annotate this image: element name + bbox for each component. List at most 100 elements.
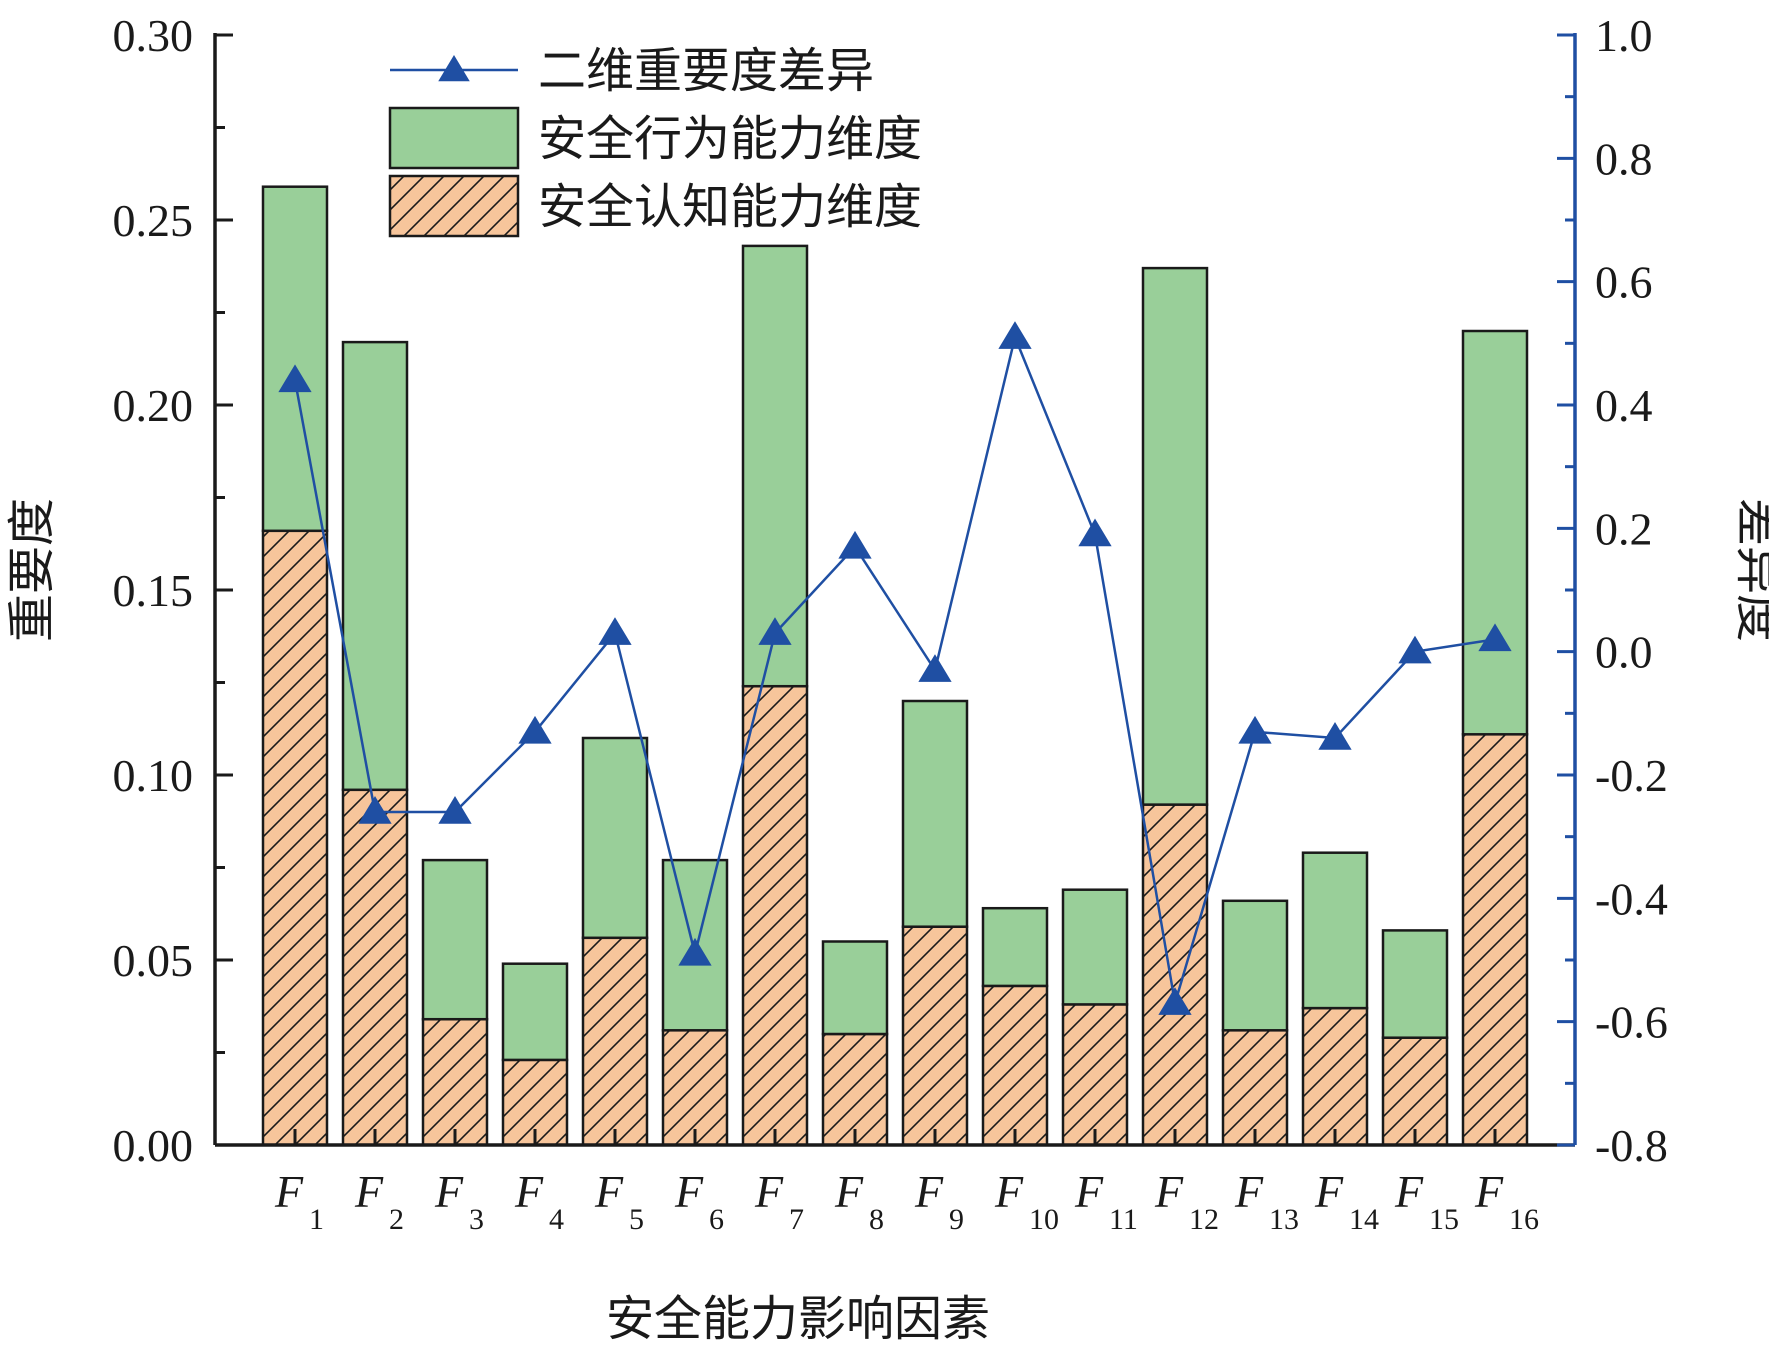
bar-behavior-f9 [901,699,969,928]
right-tick-label: 0.6 [1595,257,1653,308]
legend-swatch-box [388,174,520,238]
right-tick-label: 0.0 [1595,627,1653,678]
x-tick-label-f5: F [594,1166,624,1217]
bar-behavior-f4 [501,962,569,1062]
right-tick-label: 0.2 [1595,503,1653,554]
x-tick-label-sub: 4 [549,1203,564,1236]
bar-behavior-f15 [1381,929,1449,1039]
legend-label: 二维重要度差异 [538,43,874,99]
x-tick-label-f12: F [1154,1166,1184,1217]
right-tick-label: -0.2 [1595,750,1668,801]
difference-marker-f6 [678,937,712,966]
left-axis-title: 重要度 [4,498,60,642]
bar-cognitive-f11 [1061,1003,1129,1147]
legend-label: 安全行为能力维度 [538,111,922,167]
legend-swatch-box [388,106,520,170]
bar-behavior-f2 [341,340,409,792]
x-tick-label-f15: F [1394,1166,1424,1217]
right-tick-label: -0.4 [1595,873,1668,924]
left-tick-label: 0.10 [113,750,194,801]
x-tick-label-sub: 15 [1429,1203,1459,1236]
right-tick-label: 0.8 [1595,133,1653,184]
x-tick-label-f10: F [994,1166,1024,1217]
left-tick-label: 0.00 [113,1120,194,1171]
left-tick-label: 0.05 [113,935,194,986]
bar-behavior-f7 [741,244,809,688]
left-tick-label: 0.20 [113,380,194,431]
x-tick-label-sub: 5 [629,1203,644,1236]
x-tick-label-sub: 6 [709,1203,724,1236]
difference-marker-f16 [1478,623,1512,652]
x-tick-label-f6: F [674,1166,704,1217]
bars-layer [261,185,1529,1147]
difference-marker-f14 [1318,722,1352,750]
difference-marker-f7 [758,617,792,645]
right-tick-label: -0.6 [1595,997,1668,1048]
right-tick-label: 0.4 [1595,380,1653,431]
left-tick-label: 0.30 [113,10,194,61]
x-tick-label-f16: F [1474,1166,1504,1217]
x-tick-label-sub: 13 [1269,1203,1299,1236]
x-tick-label-f4: F [514,1166,544,1217]
bar-cognitive-f12 [1141,803,1209,1147]
bar-cognitive-f2 [341,788,409,1147]
bar-behavior-f13 [1221,899,1289,1032]
bar-behavior-f12 [1141,266,1209,806]
bar-cognitive-f13 [1221,1029,1289,1147]
difference-marker-f10 [998,321,1032,349]
bar-behavior-f1 [261,185,329,533]
difference-marker-f13 [1238,715,1272,744]
right-axis-title: 差异度 [1730,498,1769,642]
x-tick-label-f14: F [1314,1166,1344,1217]
bar-behavior-f8 [821,940,889,1036]
x-tick-label-f13: F [1234,1166,1264,1217]
x-tick-label-f7: F [754,1166,784,1217]
bar-behavior-f14 [1301,851,1369,1010]
difference-marker-f11 [1078,518,1112,547]
bar-cognitive-f6 [661,1029,729,1147]
right-tick-label: 1.0 [1595,10,1653,61]
x-tick-label-f1: F [274,1166,304,1217]
bar-behavior-f3 [421,858,489,1021]
bar-cognitive-f8 [821,1032,889,1147]
difference-marker-f1 [278,364,312,393]
x-tick-label-sub: 16 [1509,1203,1539,1236]
bar-cognitive-f16 [1461,733,1529,1147]
difference-marker-f15 [1398,635,1432,664]
bar-cognitive-f9 [901,925,969,1147]
x-tick-label-sub: 8 [869,1203,884,1236]
x-tick-label-sub: 11 [1109,1203,1138,1236]
left-tick-label: 0.15 [113,565,194,616]
bar-cognitive-f15 [1381,1036,1449,1147]
x-tick-label-sub: 2 [389,1203,404,1236]
difference-marker-f3 [438,796,472,824]
difference-marker-f5 [598,617,632,645]
x-tick-label-f8: F [834,1166,864,1217]
x-tick-label-sub: 10 [1029,1203,1059,1236]
bar-cognitive-f1 [261,529,329,1147]
left-tick-label: 0.25 [113,195,194,246]
x-tick-label-sub: 7 [789,1203,804,1236]
x-tick-label-sub: 12 [1189,1203,1219,1236]
bar-cognitive-f5 [581,936,649,1147]
bar-behavior-f5 [581,736,649,940]
bar-behavior-f10 [981,906,1049,988]
x-tick-label-sub: 14 [1349,1203,1379,1236]
difference-marker-f8 [838,530,872,559]
bar-cognitive-f7 [741,684,809,1147]
x-tick-label-f2: F [354,1166,384,1217]
legend-swatch-triangle [438,55,470,82]
x-axis-title: 安全能力影响因素 [606,1291,990,1347]
bar-behavior-f16 [1461,329,1529,736]
x-tick-label-f11: F [1074,1166,1104,1217]
bar-behavior-f11 [1061,888,1129,1006]
bar-cognitive-f3 [421,1017,489,1147]
x-tick-label-sub: 9 [949,1203,964,1236]
bar-cognitive-f14 [1301,1006,1369,1147]
x-tick-label-f3: F [434,1166,464,1217]
difference-line [293,333,1496,1004]
x-tick-label-sub: 3 [469,1203,484,1236]
legend-label: 安全认知能力维度 [538,179,922,235]
